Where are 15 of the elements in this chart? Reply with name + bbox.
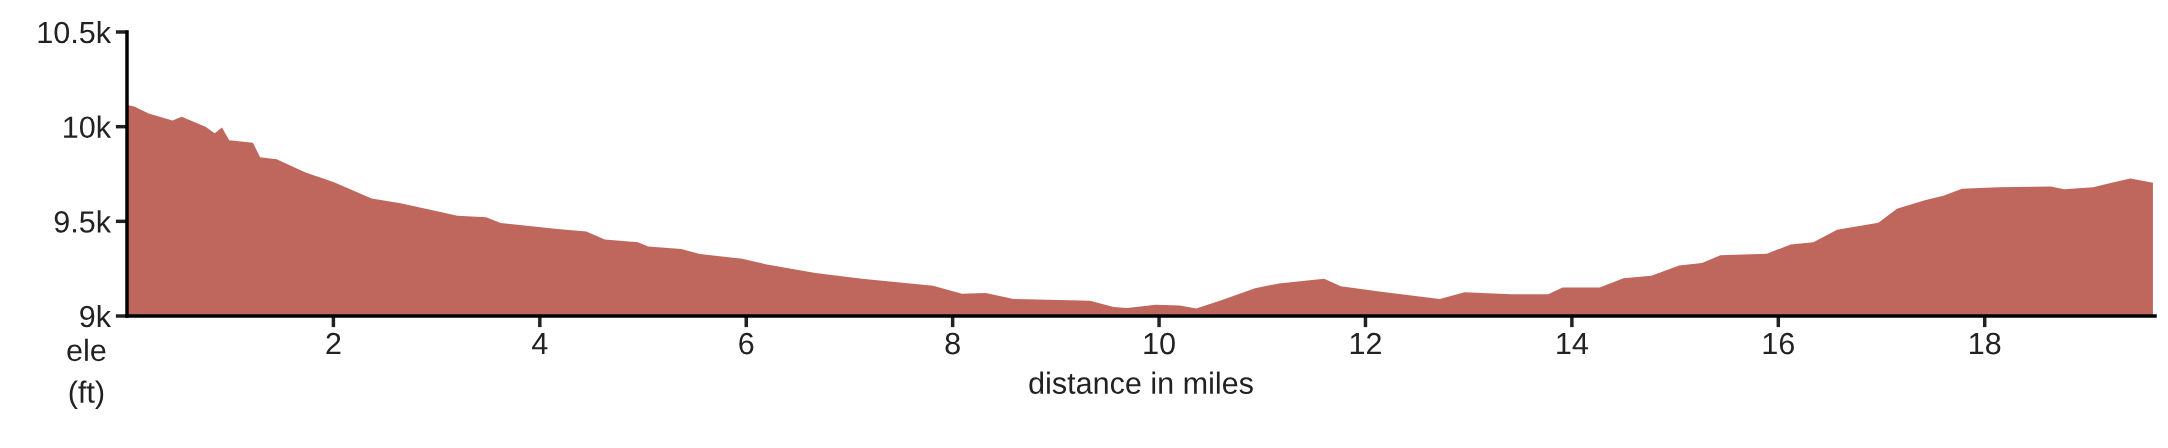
y-tick-label: 10.5k xyxy=(38,20,112,44)
x-tick-label: 12 xyxy=(1350,332,1381,355)
x-tick-label: 4 xyxy=(532,333,548,355)
x-tick-label: 2 xyxy=(326,332,341,355)
y-tick-label: 10k xyxy=(64,115,112,139)
y-axis-title: ele (ft) xyxy=(67,338,106,409)
y-tick-label: 9k xyxy=(80,304,112,328)
x-tick-label: 18 xyxy=(1970,332,2001,355)
x-tick-label: 8 xyxy=(945,332,960,355)
x-tick-label: 10 xyxy=(1144,332,1175,355)
y-tick-label: 9.5k xyxy=(54,210,112,233)
x-axis-title: distance in miles xyxy=(1029,371,1253,395)
x-tick-label: 16 xyxy=(1763,332,1794,355)
x-tick-label: 6 xyxy=(739,332,754,355)
x-tick-label: 14 xyxy=(1557,333,1588,355)
